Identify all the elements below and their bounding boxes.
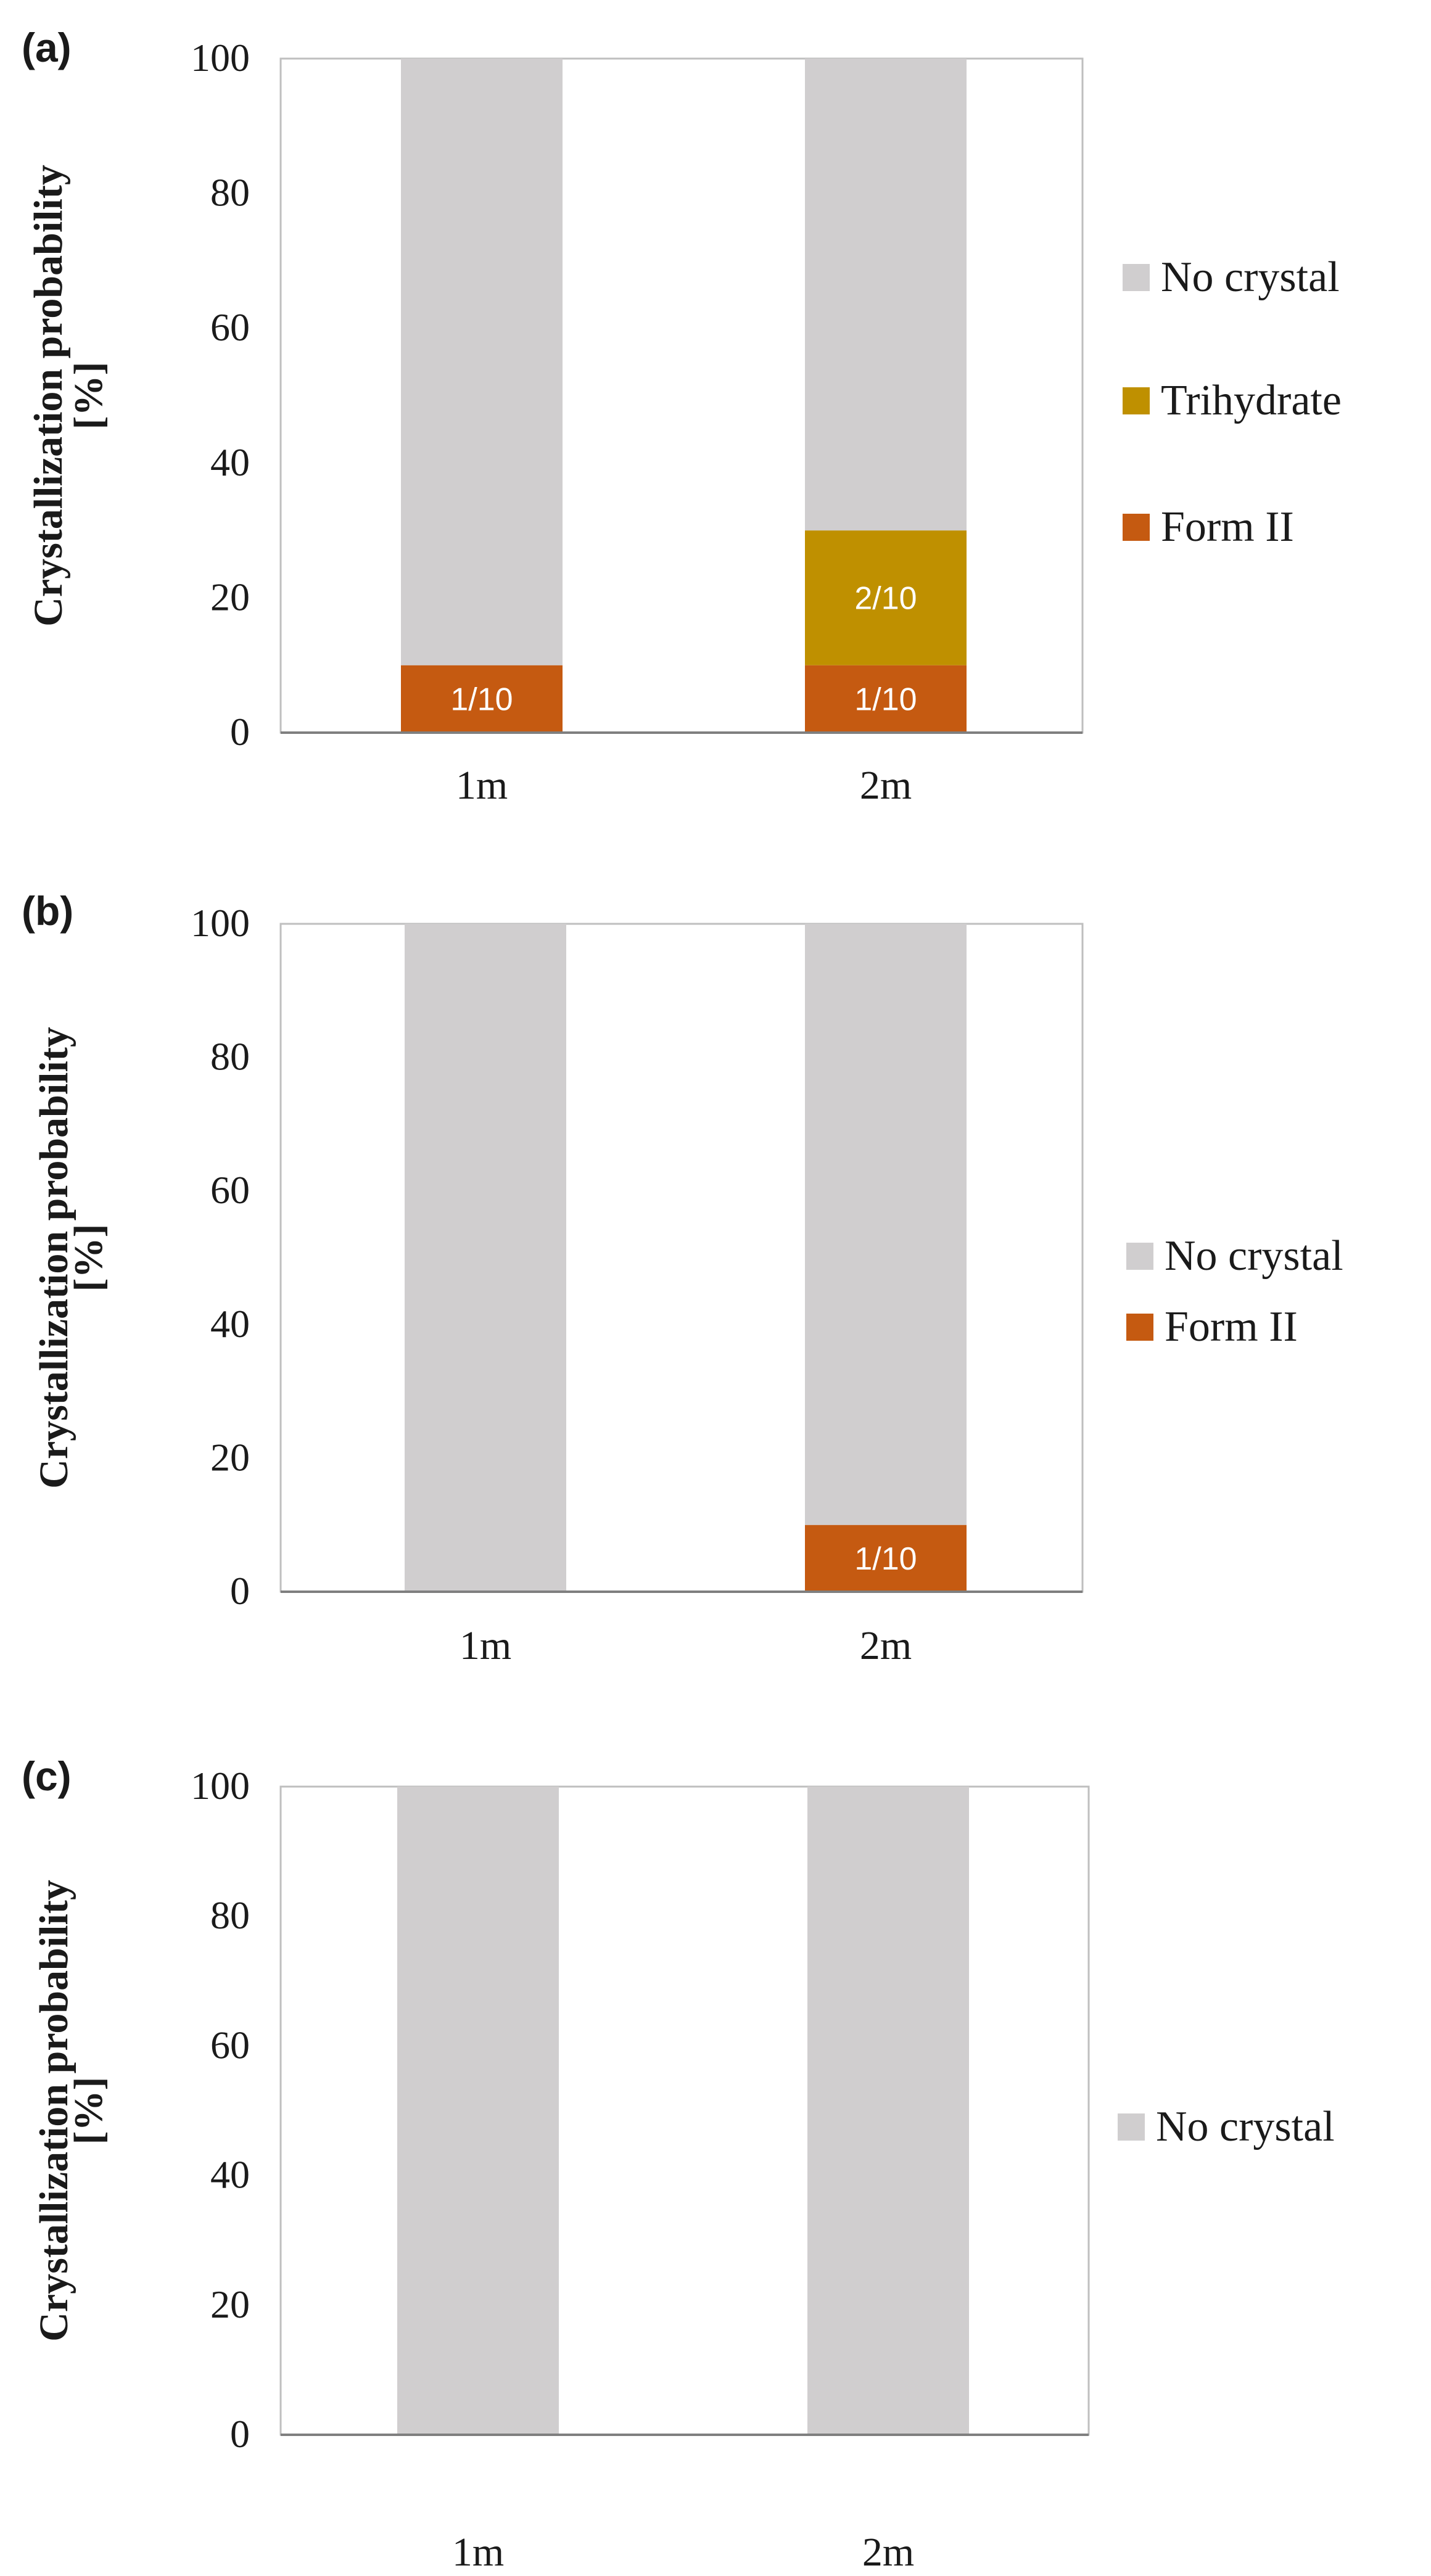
y-tick-label: 100 (191, 1764, 250, 1808)
legend-label: No crystal (1156, 2103, 1335, 2150)
x-tick-label: 1m (456, 763, 508, 808)
legend-label: No crystal (1165, 1232, 1343, 1280)
y-tick-label: 40 (210, 1302, 250, 1346)
legend-label: No crystal (1161, 253, 1340, 301)
legend-label: Form II (1161, 503, 1294, 551)
legend-swatch-trihydrate (1123, 387, 1150, 414)
y-tick-label: 20 (210, 575, 250, 619)
bar-data-label: 1/10 (854, 1541, 917, 1577)
legend-swatch-no-crystal (1123, 264, 1150, 291)
x-tick-label: 2m (860, 763, 912, 808)
y-tick-label: 0 (230, 2412, 250, 2456)
y-tick-label: 80 (210, 1893, 250, 1937)
y-tick-label: 40 (210, 2153, 250, 2197)
bar-no-crystal (405, 924, 566, 1592)
bar-no-crystal (401, 59, 563, 665)
y-axis-label-unit: [%] (66, 362, 111, 430)
y-axis-label: Crystallization probability (31, 1880, 76, 2342)
y-tick-label: 20 (210, 2282, 250, 2326)
y-tick-label: 60 (210, 1168, 250, 1212)
legend-swatch-form-ii (1126, 1314, 1153, 1341)
legend-swatch-no-crystal (1118, 2113, 1145, 2141)
y-tick-label: 20 (210, 1435, 250, 1479)
y-tick-label: 0 (230, 710, 250, 754)
legend-label: Trihydrate (1161, 377, 1342, 424)
x-tick-label: 2m (860, 1623, 912, 1668)
legend-swatch-form-ii (1123, 514, 1150, 541)
y-axis-label-unit: [%] (66, 2077, 111, 2145)
y-tick-label: 60 (210, 2023, 250, 2067)
bar-data-label: 2/10 (854, 580, 917, 616)
panel-label: (c) (22, 1753, 72, 1799)
bar-no-crystal (807, 1787, 969, 2435)
panel-label: (a) (22, 25, 72, 70)
y-tick-label: 80 (210, 171, 250, 215)
y-tick-label: 80 (210, 1035, 250, 1079)
bar-form-ii (805, 1525, 967, 1592)
y-tick-label: 100 (191, 36, 250, 80)
bar-no-crystal (397, 1787, 559, 2435)
y-tick-label: 0 (230, 1569, 250, 1613)
y-tick-label: 40 (210, 440, 250, 484)
panel-label: (b) (22, 888, 73, 934)
legend-swatch-no-crystal (1126, 1243, 1153, 1270)
y-axis-label: Crystallization probability (31, 1027, 76, 1489)
x-tick-label: 1m (460, 1623, 511, 1668)
bar-data-label: 1/10 (450, 681, 513, 717)
y-axis-label-unit: [%] (66, 1224, 111, 1292)
legend-label: Form II (1165, 1303, 1298, 1351)
x-tick-label: 2m (862, 2530, 914, 2573)
bar-data-label: 1/10 (854, 681, 917, 717)
bar-no-crystal (805, 924, 967, 1525)
y-tick-label: 60 (210, 305, 250, 349)
y-tick-label: 100 (191, 901, 250, 945)
x-tick-label: 1m (452, 2530, 504, 2573)
bar-form-ii (805, 665, 967, 733)
bar-form-ii (401, 665, 563, 733)
y-axis-label: Crystallization probability (26, 165, 71, 627)
bar-no-crystal (805, 59, 967, 531)
bar-trihydrate (805, 530, 967, 665)
